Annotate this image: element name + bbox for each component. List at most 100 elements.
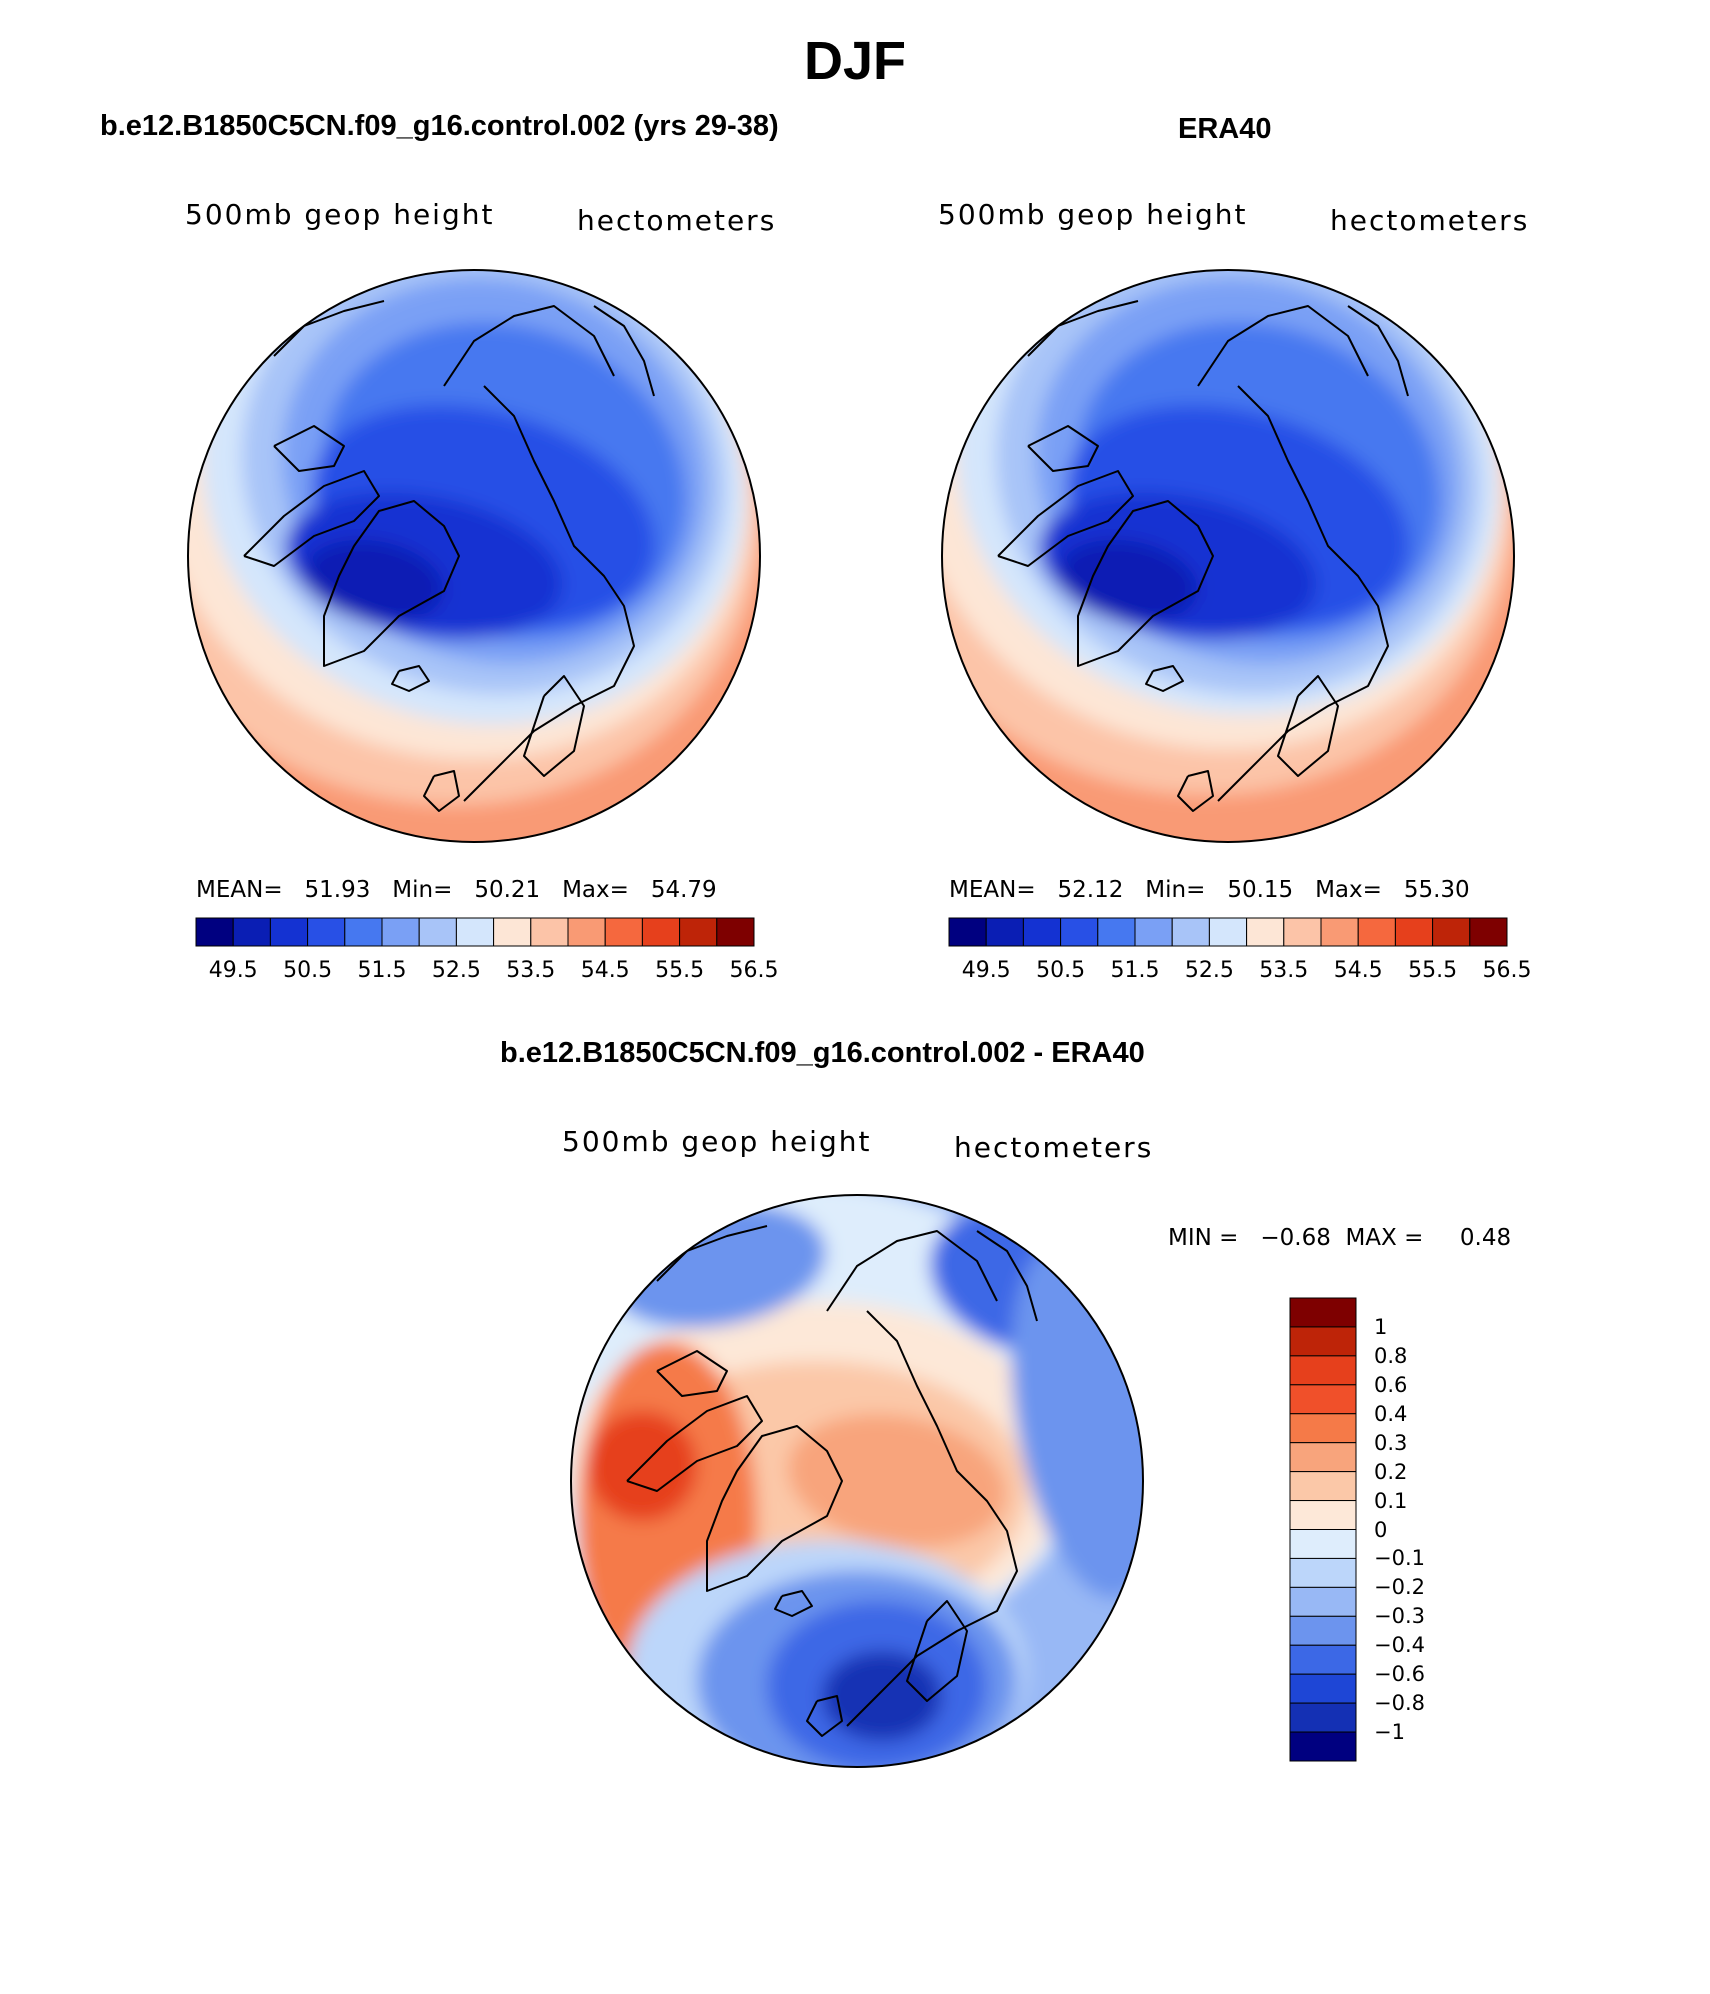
- panel-title-model: b.e12.B1850C5CN.f09_g16.control.002 (yrs…: [100, 110, 779, 142]
- main-title: DJF: [803, 31, 906, 91]
- colorbar-tick-label: 54.5: [1333, 958, 1383, 983]
- map-boundary: [570, 1194, 1144, 1768]
- colorbar-tick-label: 55.5: [655, 958, 705, 983]
- colorbar-swatch: [1289, 1673, 1357, 1704]
- stats-model: MEAN= 51.93 Min= 50.21 Max= 54.79: [196, 877, 717, 903]
- colorbar-swatch: [1289, 1471, 1357, 1502]
- colorbar-tick-label: 0.8: [1374, 1343, 1408, 1368]
- colorbar-swatch: [1283, 917, 1322, 947]
- colorbar-swatch: [1320, 917, 1359, 947]
- colorbar-tick-label: 49.5: [961, 958, 1011, 983]
- colorbar-model: [195, 917, 755, 947]
- colorbar-swatch: [1097, 917, 1136, 947]
- colorbar-swatch: [195, 917, 234, 947]
- colorbar-tick-label: −0.8: [1374, 1691, 1425, 1716]
- colorbar-swatch: [1289, 1355, 1357, 1386]
- colorbar-swatch: [1171, 917, 1210, 947]
- colorbar-swatch: [1357, 917, 1396, 947]
- colorbar-tick-label: 0.1: [1374, 1488, 1408, 1513]
- panel-title-obs: ERA40: [1178, 113, 1272, 145]
- coastlines: [243, 300, 655, 812]
- colorbar-swatch: [455, 917, 495, 947]
- colorbar-swatch: [1289, 1586, 1357, 1617]
- colorbar-swatch: [1289, 1529, 1357, 1559]
- colorbar-tick-label: −1: [1374, 1720, 1405, 1745]
- colorbar-tick-label: −0.3: [1374, 1604, 1425, 1629]
- map-boundary: [187, 269, 761, 843]
- colorbar-tick-label: 52.5: [1184, 958, 1234, 983]
- contour-band: [1058, 539, 1198, 623]
- coastlines: [997, 300, 1409, 812]
- units-label-model: hectometers: [577, 204, 777, 237]
- colorbar-swatch: [1289, 1557, 1357, 1588]
- colorbar-tick-label: 56.5: [729, 958, 779, 983]
- colorbar-swatch: [381, 917, 420, 947]
- colorbar-tick-label: 49.5: [208, 958, 258, 983]
- map-boundary: [941, 269, 1515, 843]
- colorbar-swatch: [344, 917, 383, 947]
- panel-title-diff: b.e12.B1850C5CN.f09_g16.control.002 - ER…: [500, 1037, 1145, 1069]
- colorbar-swatch: [530, 917, 569, 947]
- variable-label-diff: 500mb geop height: [562, 1125, 872, 1158]
- colorbar-swatch: [1289, 1644, 1357, 1675]
- colorbar-swatch: [1469, 917, 1508, 947]
- colorbar-swatch: [1289, 1442, 1357, 1473]
- contour-band: [822, 1651, 942, 1741]
- colorbar-swatch: [1432, 917, 1471, 947]
- colorbar-swatch: [1022, 917, 1062, 947]
- contour-field: [942, 270, 1514, 842]
- colorbar-swatch: [567, 917, 606, 947]
- colorbar-tick-label: 54.5: [580, 958, 630, 983]
- colorbar-tick-label: 0.3: [1374, 1430, 1408, 1455]
- colorbar-tick-label: −0.2: [1374, 1575, 1425, 1600]
- colorbar-swatch: [232, 917, 271, 947]
- colorbar-swatch: [493, 917, 532, 947]
- colorbar-tick-label: 0.2: [1374, 1459, 1408, 1484]
- colorbar-swatch: [1289, 1615, 1357, 1646]
- colorbar-swatch: [1289, 1326, 1357, 1357]
- colorbar-obs: [948, 917, 1508, 947]
- colorbar-tick-label: −0.1: [1374, 1546, 1425, 1571]
- colorbar-tick-label: 52.5: [431, 958, 481, 983]
- colorbar-tick-label: 55.5: [1408, 958, 1458, 983]
- colorbar-tick-label: 0: [1374, 1517, 1388, 1542]
- colorbar-swatch: [1394, 917, 1434, 947]
- contour-field: [571, 1195, 1143, 1767]
- contour-band: [788, 1414, 1006, 1548]
- colorbar-swatch: [948, 917, 987, 947]
- units-label-obs: hectometers: [1330, 204, 1530, 237]
- colorbar-tick-label: 53.5: [1259, 958, 1309, 983]
- colorbar-swatch: [604, 917, 643, 947]
- colorbar-tick-label: 53.5: [506, 958, 556, 983]
- colorbar-swatch: [1289, 1731, 1357, 1762]
- colorbar-tick-label: 50.5: [283, 958, 333, 983]
- colorbar-swatch: [307, 917, 346, 947]
- colorbar-swatch: [985, 917, 1024, 947]
- colorbar-swatch: [1060, 917, 1099, 947]
- colorbar-tick-label: −0.6: [1374, 1662, 1425, 1687]
- colorbar-tick-label: 0.6: [1374, 1372, 1408, 1397]
- colorbar-tick-label: 0.4: [1374, 1401, 1408, 1426]
- stats-diff: MIN = −0.68 MAX = 0.48: [1168, 1225, 1512, 1251]
- colorbar-swatch: [1289, 1297, 1357, 1328]
- colorbar-swatch: [1289, 1413, 1357, 1444]
- colorbar-swatch: [641, 917, 681, 947]
- colorbar-swatch: [679, 917, 718, 947]
- coastlines: [626, 1225, 1038, 1737]
- contour-band: [304, 539, 444, 623]
- colorbar-swatch: [1289, 1702, 1357, 1733]
- variable-label-obs: 500mb geop height: [938, 198, 1248, 231]
- colorbar-tick-label: 56.5: [1482, 958, 1532, 983]
- colorbar-tick-label: 1: [1374, 1314, 1388, 1339]
- colorbar-swatch: [418, 917, 457, 947]
- colorbar-tick-label: 51.5: [357, 958, 407, 983]
- colorbar-swatch: [716, 917, 755, 947]
- colorbar-diff: [1289, 1297, 1357, 1762]
- colorbar-swatch: [1208, 917, 1248, 947]
- colorbar-swatch: [1289, 1500, 1357, 1530]
- variable-label-model: 500mb geop height: [185, 198, 495, 231]
- stats-obs: MEAN= 52.12 Min= 50.15 Max= 55.30: [949, 877, 1470, 903]
